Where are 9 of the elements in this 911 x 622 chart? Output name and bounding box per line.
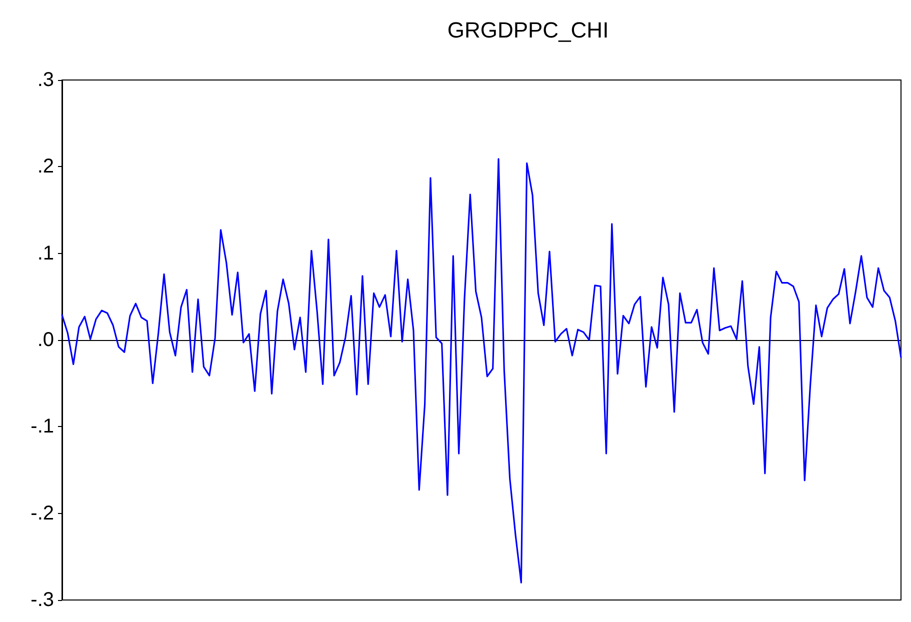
y-tick-label: .1: [37, 242, 54, 264]
y-tick-label: -.1: [30, 416, 54, 438]
y-tick-label: .0: [37, 329, 54, 351]
y-tick-label: .2: [37, 156, 54, 178]
y-tick-label: -.2: [30, 502, 54, 524]
y-tick-label: -.3: [30, 589, 54, 611]
chart-title: GRGDPPC_CHI: [447, 18, 609, 42]
y-tick-label: .3: [37, 69, 54, 91]
line-series: [61, 158, 902, 584]
